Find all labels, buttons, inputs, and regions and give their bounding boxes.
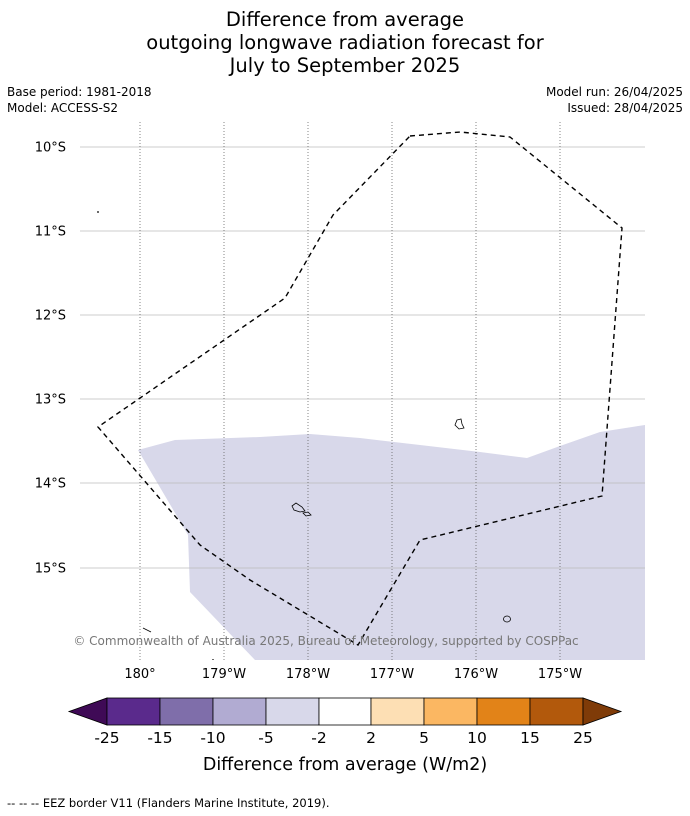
colorbar-tick: -10 xyxy=(200,729,225,747)
copyright-notice: © Commonwealth of Australia 2025, Bureau… xyxy=(73,634,578,648)
colorbar-tick: 15 xyxy=(520,729,540,747)
island-outline xyxy=(142,627,152,633)
colorbar-tick: -5 xyxy=(258,729,273,747)
island-outline xyxy=(503,615,511,623)
model-run: Model run: 26/04/2025 xyxy=(545,85,683,99)
base-period: Base period: 1981-2018 xyxy=(7,85,152,99)
colorbar-swatch xyxy=(212,697,267,726)
lat-label: 10°S xyxy=(35,141,66,156)
eez-legend: -- -- -- EEZ border V11 (Flanders Marine… xyxy=(7,796,330,810)
island-outline xyxy=(291,502,306,513)
anomaly-shading xyxy=(138,425,645,660)
colorbar-tick: 25 xyxy=(573,729,593,747)
colorbar xyxy=(67,697,623,726)
lat-label: 13°S xyxy=(35,393,66,408)
colorbar-swatch xyxy=(159,697,214,726)
lat-label: 12°S xyxy=(35,309,66,324)
lon-label: 178°W xyxy=(286,667,330,682)
colorbar-swatch xyxy=(476,697,531,726)
lon-label: 180° xyxy=(124,667,155,682)
lon-label: 176°W xyxy=(454,667,498,682)
island-dot xyxy=(97,211,99,213)
island-outline xyxy=(302,511,312,517)
colorbar-tick: -15 xyxy=(147,729,172,747)
issued-date: Issued: 28/04/2025 xyxy=(567,101,683,115)
model-name: Model: ACCESS-S2 xyxy=(7,101,119,115)
title-line-1: Difference from average xyxy=(225,8,465,31)
title-line-3: July to September 2025 xyxy=(229,54,461,77)
colorbar-swatch xyxy=(106,697,161,726)
colorbar-swatch xyxy=(318,697,372,726)
eez-border xyxy=(96,131,623,646)
colorbar-swatch xyxy=(370,697,425,726)
colorbar-tick: 5 xyxy=(419,729,429,747)
colorbar-label: Difference from average (W/m2) xyxy=(203,755,487,775)
lat-label: 14°S xyxy=(35,477,66,492)
colorbar-tick: 2 xyxy=(366,729,376,747)
colorbar-swatch xyxy=(423,697,478,726)
colorbar-tick: -25 xyxy=(94,729,119,747)
lon-label: 175°W xyxy=(538,667,582,682)
colorbar-tick: 10 xyxy=(467,729,487,747)
colorbar-swatch xyxy=(265,697,320,726)
colorbar-swatch xyxy=(529,697,584,726)
lon-label: 177°W xyxy=(370,667,414,682)
colorbar-extend-low xyxy=(67,697,108,726)
lon-label: 179°W xyxy=(202,667,246,682)
island-outline xyxy=(454,418,465,430)
lat-label: 11°S xyxy=(35,225,66,240)
lat-label: 15°S xyxy=(35,562,66,577)
colorbar-extend-high xyxy=(582,697,623,726)
island-dot xyxy=(212,659,214,660)
title-line-2: outgoing longwave radiation forecast for xyxy=(146,31,544,54)
colorbar-tick: -2 xyxy=(311,729,326,747)
